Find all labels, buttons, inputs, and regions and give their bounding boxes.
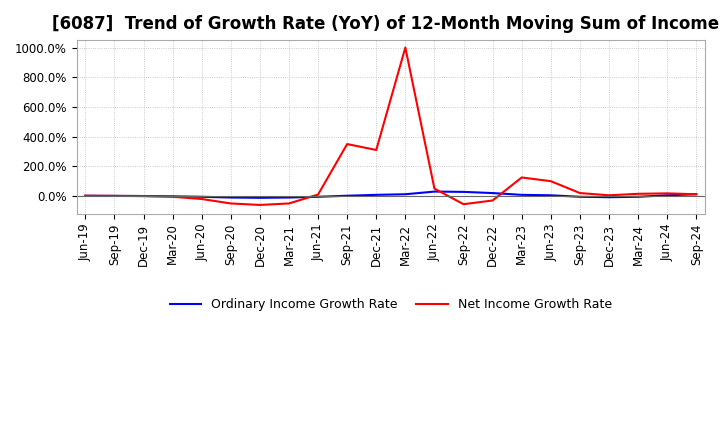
Ordinary Income Growth Rate [459, 189, 468, 194]
Ordinary Income Growth Rate [139, 194, 148, 199]
Net Income Growth Rate [575, 191, 584, 196]
Net Income Growth Rate [692, 191, 701, 197]
Ordinary Income Growth Rate [81, 193, 90, 198]
Ordinary Income Growth Rate [430, 189, 438, 194]
Net Income Growth Rate [546, 179, 555, 184]
Ordinary Income Growth Rate [575, 194, 584, 199]
Net Income Growth Rate [139, 194, 148, 199]
Line: Net Income Growth Rate: Net Income Growth Rate [86, 48, 696, 205]
Net Income Growth Rate [401, 45, 410, 50]
Ordinary Income Growth Rate [168, 194, 177, 199]
Ordinary Income Growth Rate [692, 191, 701, 197]
Ordinary Income Growth Rate [314, 194, 323, 199]
Net Income Growth Rate [314, 192, 323, 197]
Net Income Growth Rate [256, 202, 264, 208]
Net Income Growth Rate [518, 175, 526, 180]
Ordinary Income Growth Rate [546, 193, 555, 198]
Net Income Growth Rate [81, 193, 90, 198]
Net Income Growth Rate [459, 202, 468, 207]
Net Income Growth Rate [168, 194, 177, 199]
Ordinary Income Growth Rate [256, 195, 264, 201]
Ordinary Income Growth Rate [343, 193, 351, 198]
Net Income Growth Rate [634, 191, 642, 196]
Ordinary Income Growth Rate [634, 194, 642, 199]
Line: Ordinary Income Growth Rate: Ordinary Income Growth Rate [86, 191, 696, 198]
Ordinary Income Growth Rate [284, 195, 293, 200]
Ordinary Income Growth Rate [518, 192, 526, 198]
Net Income Growth Rate [227, 201, 235, 206]
Net Income Growth Rate [197, 196, 206, 202]
Net Income Growth Rate [284, 201, 293, 206]
Legend: Ordinary Income Growth Rate, Net Income Growth Rate: Ordinary Income Growth Rate, Net Income … [165, 293, 617, 316]
Net Income Growth Rate [488, 198, 497, 203]
Ordinary Income Growth Rate [488, 191, 497, 196]
Net Income Growth Rate [663, 191, 672, 196]
Net Income Growth Rate [605, 193, 613, 198]
Net Income Growth Rate [110, 193, 119, 198]
Net Income Growth Rate [372, 147, 381, 153]
Ordinary Income Growth Rate [372, 192, 381, 198]
Title: [6087]  Trend of Growth Rate (YoY) of 12-Month Moving Sum of Incomes: [6087] Trend of Growth Rate (YoY) of 12-… [53, 15, 720, 33]
Ordinary Income Growth Rate [197, 194, 206, 199]
Net Income Growth Rate [343, 141, 351, 147]
Ordinary Income Growth Rate [663, 193, 672, 198]
Ordinary Income Growth Rate [605, 194, 613, 200]
Net Income Growth Rate [430, 186, 438, 191]
Ordinary Income Growth Rate [227, 195, 235, 200]
Ordinary Income Growth Rate [110, 193, 119, 198]
Ordinary Income Growth Rate [401, 191, 410, 197]
